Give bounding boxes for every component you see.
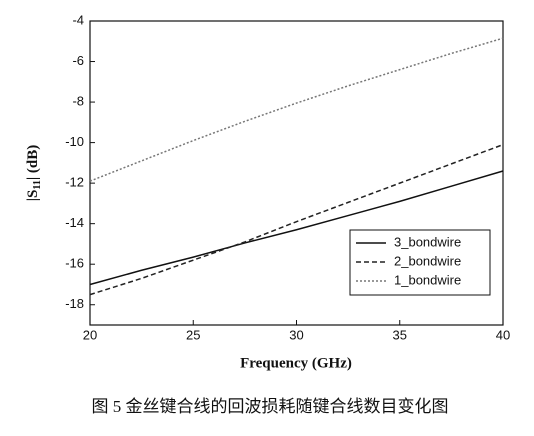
- y-tick-label: -16: [65, 256, 84, 271]
- y-tick-label: -12: [65, 175, 84, 190]
- y-tick-label: -4: [72, 12, 84, 27]
- legend-label: 1_bondwire: [394, 272, 461, 287]
- caption: 图 5 金丝键合线的回波损耗随键合线数目变化图: [92, 397, 449, 416]
- legend-label: 2_bondwire: [394, 253, 461, 268]
- y-label-suffix: | (dB): [25, 145, 41, 180]
- y-tick-label: -6: [72, 53, 84, 68]
- series-line: [89, 170, 504, 286]
- x-tick-label: 20: [83, 327, 97, 342]
- y-tick-label: -8: [72, 94, 84, 109]
- y-tick-label: -14: [65, 215, 84, 230]
- x-axis-label: Frequency (GHz): [240, 355, 352, 371]
- x-tick-label: 30: [289, 327, 303, 342]
- x-tick-label: 25: [186, 327, 200, 342]
- y-label-prefix: |S: [25, 190, 41, 202]
- series-line: [89, 143, 504, 296]
- x-tick-label: 40: [496, 327, 510, 342]
- x-tick-label: 35: [393, 327, 407, 342]
- y-axis-label: |S11| (dB): [25, 145, 43, 202]
- y-tick-label: -10: [65, 134, 84, 149]
- legend-label: 3_bondwire: [394, 234, 461, 249]
- y-label-subscript: 11: [32, 180, 43, 189]
- series-line: [89, 37, 504, 182]
- y-tick-label: -18: [65, 296, 84, 311]
